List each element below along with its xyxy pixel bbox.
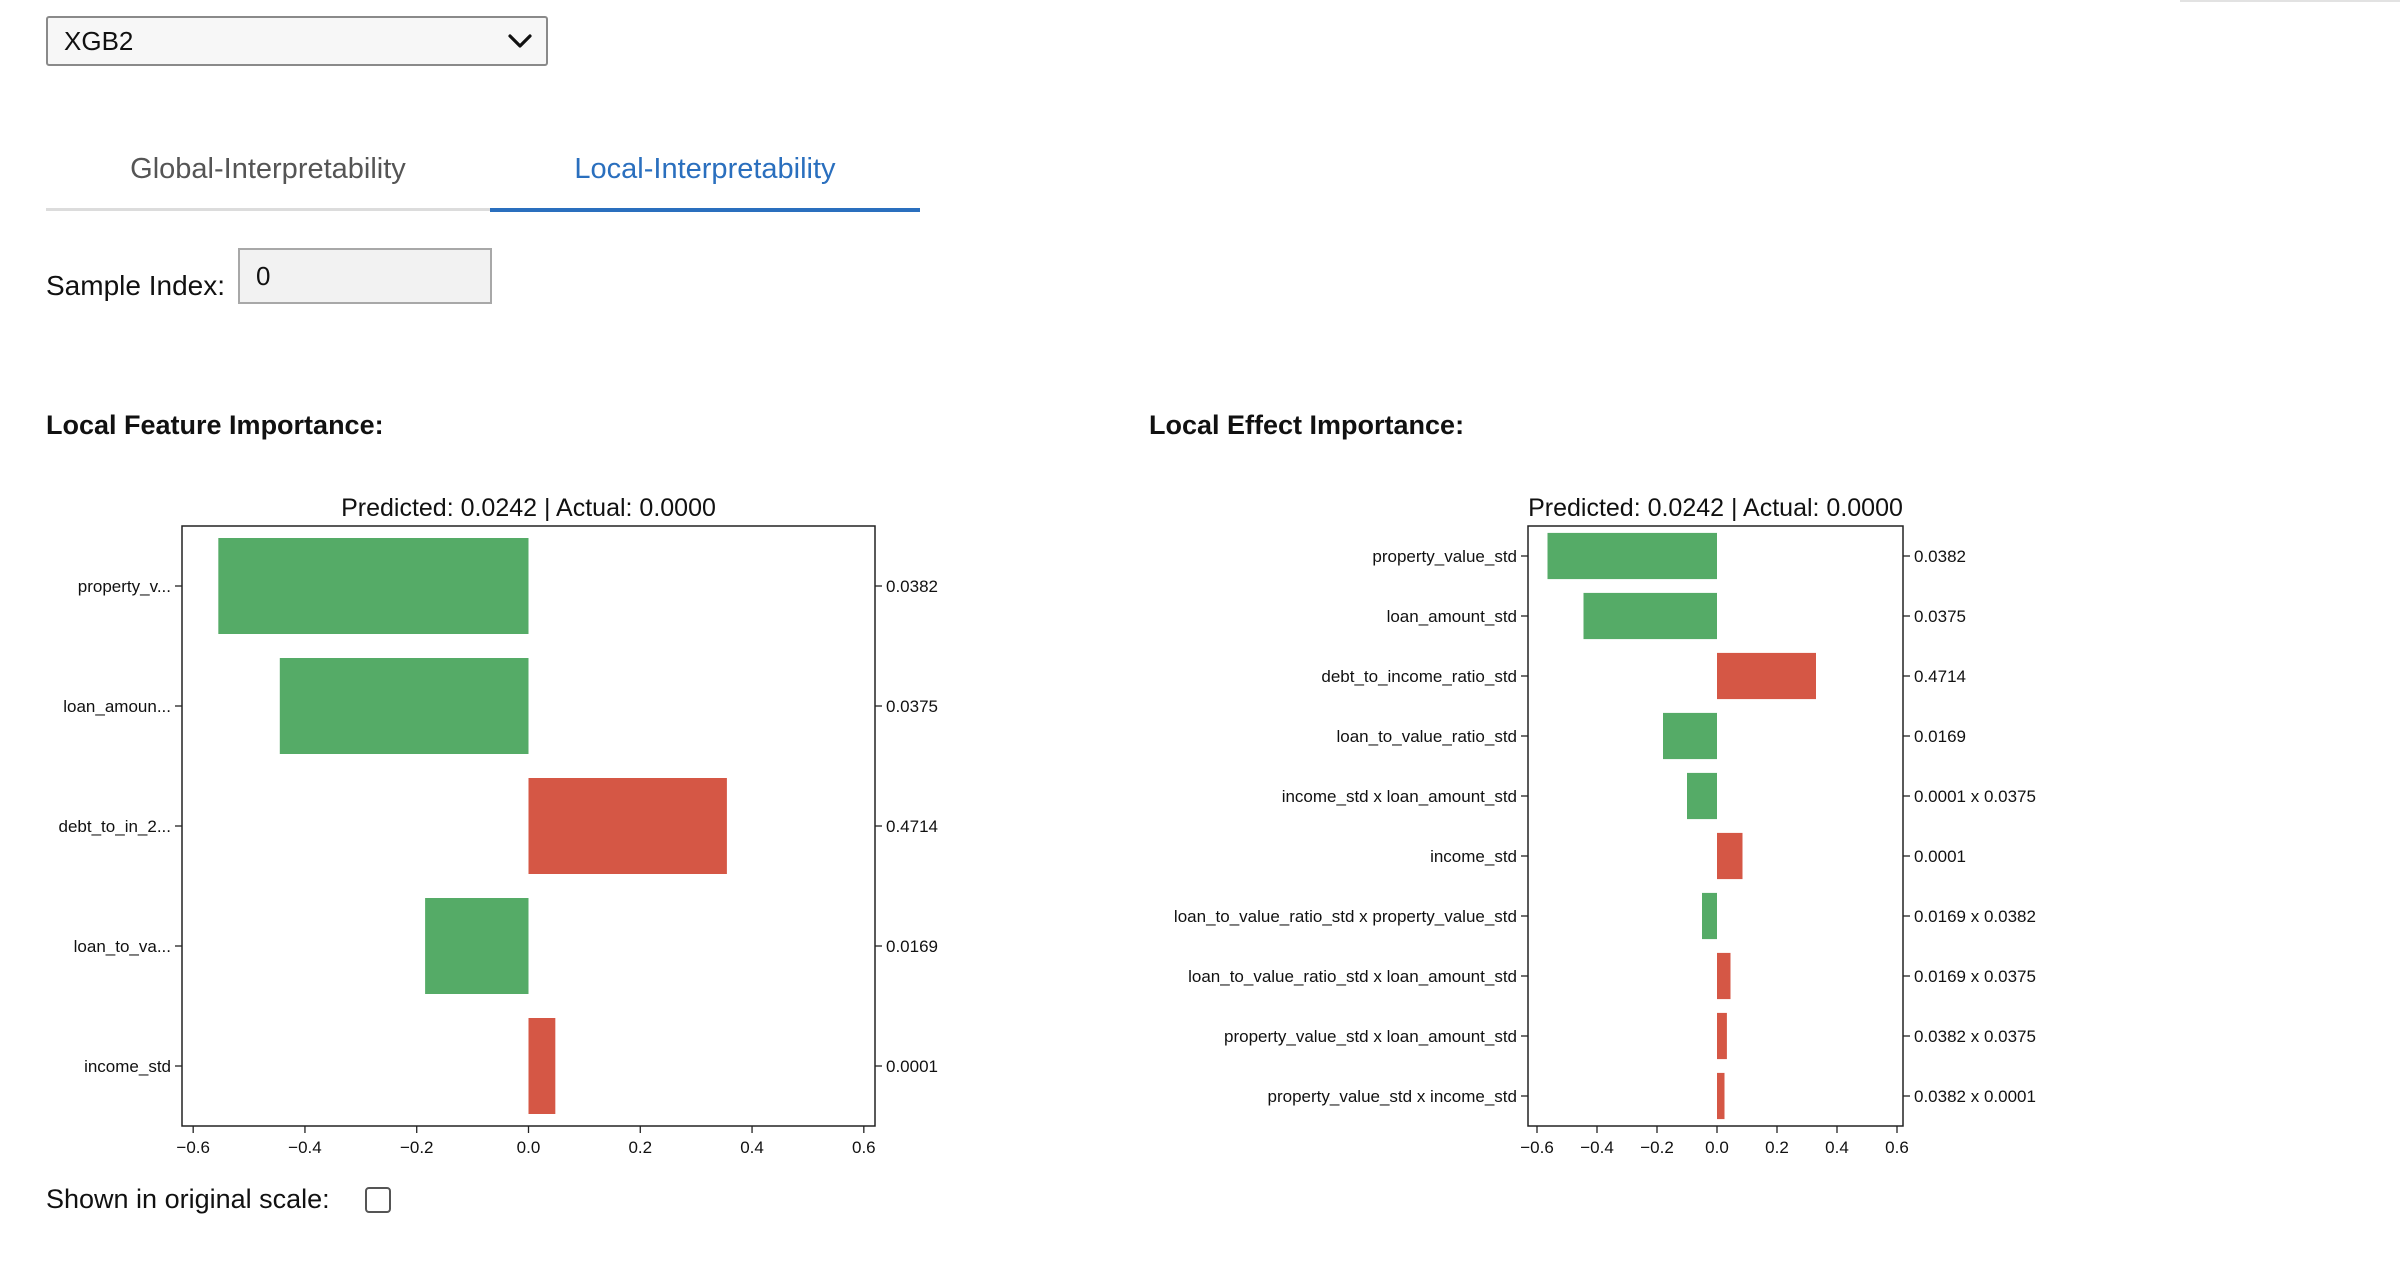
category-label: property_value_std x income_std: [1268, 1087, 1517, 1106]
tab-local-interpretability[interactable]: Local-Interpretability: [490, 130, 920, 212]
bar-1-0: [1547, 532, 1717, 580]
local-effect-importance-chart: Predicted: 0.0242 | Actual: 0.0000 proper…: [1174, 494, 2036, 1157]
right-value-label: 0.0382: [1914, 547, 1966, 566]
category-label: property_value_std: [1372, 547, 1517, 566]
category-label: property_value_std x loan_amount_std: [1224, 1027, 1517, 1046]
bar-1-8: [1717, 1012, 1727, 1060]
bar-1-5: [1717, 832, 1743, 880]
original-scale-label: Shown in original scale:: [46, 1184, 330, 1214]
right-value-label: 0.0169 x 0.0382: [1914, 907, 2036, 926]
plot-frame: [181, 525, 876, 1127]
bar-0-2: [528, 778, 727, 874]
bar-0-0: [218, 538, 529, 634]
bar-1-4: [1687, 772, 1717, 820]
right-value-label: 0.0169 x 0.0375: [1914, 967, 2036, 986]
right-value-label: 0.0382: [886, 577, 938, 596]
category-label: loan_to_value_ratio_std: [1336, 727, 1517, 746]
x-tick-label: 0.2: [1765, 1138, 1789, 1157]
right-value-label: 0.0001 x 0.0375: [1914, 787, 2036, 806]
right-value-label: 0.0375: [886, 697, 938, 716]
model-dropdown[interactable]: XGB2: [46, 16, 548, 66]
local-feature-importance-chart: Predicted: 0.0242 | Actual: 0.0000 proper…: [59, 494, 938, 1157]
chevron-down-icon: [508, 34, 532, 48]
bar-0-3: [425, 898, 529, 994]
category-label: loan_amoun...: [63, 697, 171, 716]
bar-1-9: [1717, 1072, 1725, 1120]
right-value-label: 0.0169: [1914, 727, 1966, 746]
sample-index-label: Sample Index:: [46, 270, 225, 301]
x-tick-label: 0.4: [740, 1138, 764, 1157]
right-value-label: 0.4714: [1914, 667, 1966, 686]
right-value-label: 0.0382 x 0.0375: [1914, 1027, 2036, 1046]
right-value-label: 0.0169: [886, 937, 938, 956]
bar-1-1: [1583, 592, 1717, 640]
x-tick-label: 0.2: [628, 1138, 652, 1157]
x-tick-label: −0.2: [400, 1138, 434, 1157]
category-label: loan_to_va...: [74, 937, 171, 956]
category-label: income_std x loan_amount_std: [1282, 787, 1517, 806]
x-tick-label: −0.6: [176, 1138, 210, 1157]
right-value-label: 0.0001: [1914, 847, 1966, 866]
category-label: property_v...: [78, 577, 171, 596]
sample-index-input[interactable]: [238, 248, 492, 304]
x-tick-label: −0.4: [288, 1138, 322, 1157]
category-label: income_std: [1430, 847, 1517, 866]
x-tick-label: 0.0: [1705, 1138, 1729, 1157]
right-value-label: 0.0001: [886, 1057, 938, 1076]
category-label: loan_to_value_ratio_std x property_value…: [1174, 907, 1517, 926]
interpretability-tabs: Global-Interpretability Local-Interpreta…: [46, 130, 920, 212]
right-value-label: 0.0382 x 0.0001: [1914, 1087, 2036, 1106]
bar-1-6: [1702, 892, 1717, 940]
x-tick-label: 0.4: [1825, 1138, 1849, 1157]
category-label: loan_amount_std: [1387, 607, 1517, 626]
x-tick-label: 0.6: [1885, 1138, 1909, 1157]
x-tick-label: −0.6: [1520, 1138, 1554, 1157]
local-feature-importance-title: Local Feature Importance:: [46, 410, 384, 440]
bar-0-4: [528, 1018, 556, 1114]
original-scale-checkbox[interactable]: [365, 1187, 391, 1213]
bar-1-3: [1663, 712, 1717, 760]
bar-1-2: [1717, 652, 1816, 700]
local-effect-importance-title: Local Effect Importance:: [1149, 410, 1465, 440]
right-value-label: 0.4714: [886, 817, 938, 836]
x-tick-label: 0.0: [517, 1138, 541, 1157]
tab-global-interpretability[interactable]: Global-Interpretability: [46, 130, 490, 211]
plot-frame: [1527, 525, 1904, 1127]
category-label: debt_to_income_ratio_std: [1321, 667, 1517, 686]
chart-title: Predicted: 0.0242 | Actual: 0.0000: [341, 494, 716, 522]
x-tick-label: −0.4: [1580, 1138, 1614, 1157]
chart-title: Predicted: 0.0242 | Actual: 0.0000: [1528, 494, 1903, 522]
x-tick-label: 0.6: [852, 1138, 876, 1157]
x-tick-label: −0.2: [1640, 1138, 1674, 1157]
right-value-label: 0.0375: [1914, 607, 1966, 626]
top-edge-line: [2180, 0, 2400, 2]
category-label: loan_to_value_ratio_std x loan_amount_st…: [1188, 967, 1517, 986]
category-label: income_std: [84, 1057, 171, 1076]
bar-1-7: [1717, 952, 1731, 1000]
model-dropdown-value: XGB2: [64, 25, 134, 56]
bar-0-1: [279, 658, 529, 754]
category-label: debt_to_in_2...: [59, 817, 171, 836]
